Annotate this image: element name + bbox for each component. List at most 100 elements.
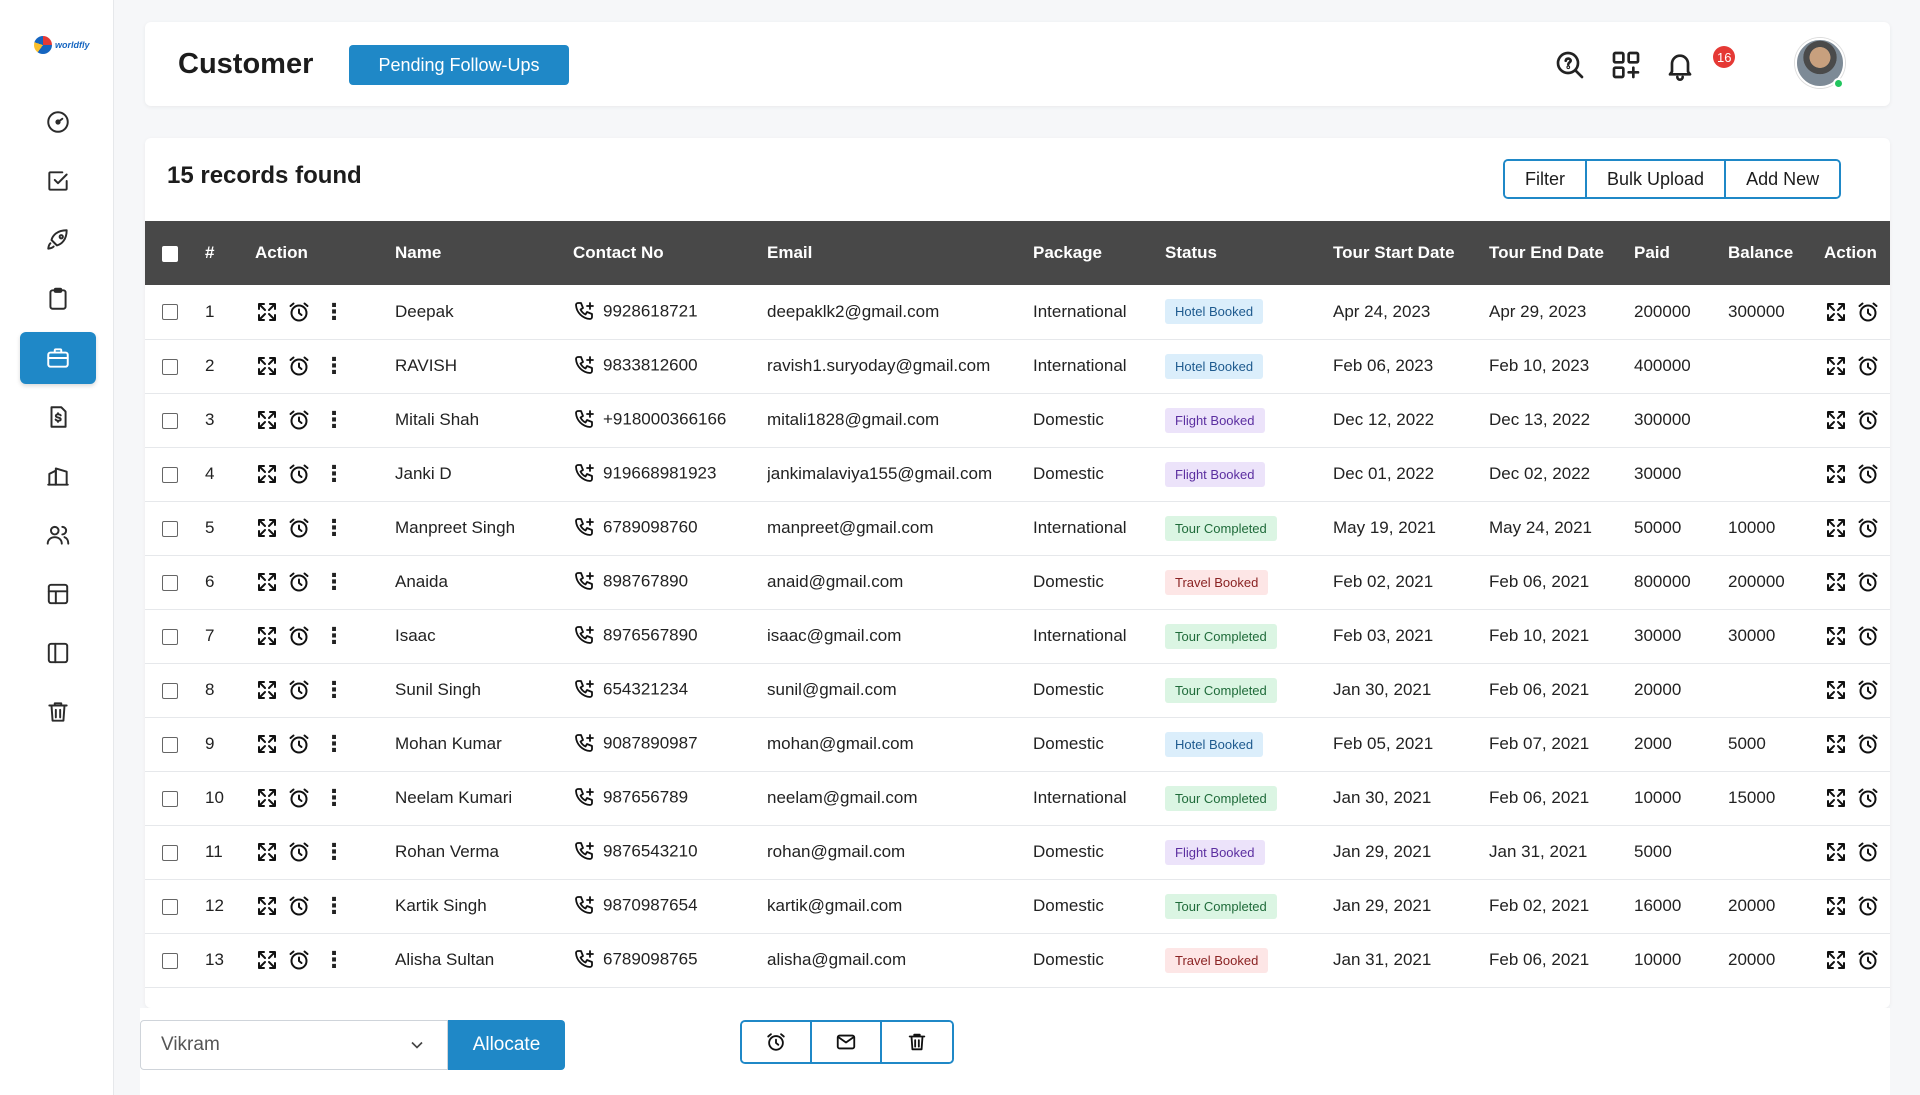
expand-icon[interactable] bbox=[255, 625, 279, 644]
table-row[interactable]: 4 ⋮ Janki D 919668981923 jankimalaviya155@gm… bbox=[145, 447, 1890, 501]
alarm-clock-icon[interactable] bbox=[1856, 517, 1880, 536]
alarm-clock-icon[interactable] bbox=[1856, 301, 1880, 320]
bulk-delete-button[interactable] bbox=[882, 1022, 952, 1062]
expand-icon[interactable] bbox=[1824, 517, 1848, 536]
more-vertical-icon[interactable]: ⋮ bbox=[323, 847, 329, 857]
notifications-button[interactable] bbox=[1663, 48, 1697, 82]
alarm-clock-icon[interactable] bbox=[287, 949, 311, 968]
expand-icon[interactable] bbox=[255, 949, 279, 968]
alarm-clock-icon[interactable] bbox=[287, 841, 311, 860]
table-row[interactable]: 6 ⋮ Anaida 898767890 anaid@gmail.com Domestic… bbox=[145, 555, 1890, 609]
col-tour-end[interactable]: Tour End Date bbox=[1489, 221, 1634, 285]
sidebar-item-clipboard[interactable] bbox=[20, 273, 96, 325]
expand-icon[interactable] bbox=[1824, 463, 1848, 482]
expand-icon[interactable] bbox=[255, 301, 279, 320]
expand-icon[interactable] bbox=[1824, 571, 1848, 590]
customer-name[interactable]: RAVISH bbox=[395, 339, 573, 393]
bulk-email-button[interactable] bbox=[812, 1022, 882, 1062]
expand-icon[interactable] bbox=[255, 517, 279, 536]
add-new-button[interactable]: Add New bbox=[1726, 161, 1839, 197]
sidebar-item-users[interactable] bbox=[20, 509, 96, 561]
table-row[interactable]: 1 ⋮ Deepak 9928618721 deepaklk2@gmail.com Int… bbox=[145, 285, 1890, 339]
allocate-button[interactable]: Allocate bbox=[448, 1020, 565, 1070]
col-email[interactable]: Email bbox=[767, 221, 1033, 285]
more-vertical-icon[interactable]: ⋮ bbox=[323, 793, 329, 803]
expand-icon[interactable] bbox=[255, 679, 279, 698]
sidebar-item-rocket[interactable] bbox=[20, 214, 96, 266]
table-row[interactable]: 10 ⋮ Neelam Kumari 987656789 neelam@gmail.co… bbox=[145, 771, 1890, 825]
col-package[interactable]: Package bbox=[1033, 221, 1165, 285]
alarm-clock-icon[interactable] bbox=[1856, 787, 1880, 806]
table-row[interactable]: 11 ⋮ Rohan Verma 9876543210 rohan@gmail.com D… bbox=[145, 825, 1890, 879]
sidebar-item-panel[interactable] bbox=[20, 627, 96, 679]
row-checkbox[interactable] bbox=[162, 629, 178, 645]
expand-icon[interactable] bbox=[255, 571, 279, 590]
customer-name[interactable]: Sunil Singh bbox=[395, 663, 573, 717]
bulk-reminder-button[interactable] bbox=[742, 1022, 812, 1062]
filter-button[interactable]: Filter bbox=[1505, 161, 1587, 197]
alarm-clock-icon[interactable] bbox=[1856, 355, 1880, 374]
expand-icon[interactable] bbox=[255, 355, 279, 374]
expand-icon[interactable] bbox=[255, 895, 279, 914]
col-status[interactable]: Status bbox=[1165, 221, 1333, 285]
alarm-clock-icon[interactable] bbox=[287, 895, 311, 914]
table-row[interactable]: 2 ⋮ RAVISH 9833812600 ravish1.suryoday@gmail… bbox=[145, 339, 1890, 393]
contact-cell[interactable]: 9087890987 bbox=[573, 717, 767, 771]
row-checkbox[interactable] bbox=[162, 737, 178, 753]
alarm-clock-icon[interactable] bbox=[1856, 949, 1880, 968]
contact-cell[interactable]: 919668981923 bbox=[573, 447, 767, 501]
sidebar-item-customers[interactable] bbox=[20, 332, 96, 384]
row-checkbox[interactable] bbox=[162, 467, 178, 483]
alarm-clock-icon[interactable] bbox=[287, 463, 311, 482]
sidebar-item-invoices[interactable] bbox=[20, 391, 96, 443]
expand-icon[interactable] bbox=[255, 463, 279, 482]
customer-name[interactable]: Anaida bbox=[395, 555, 573, 609]
expand-icon[interactable] bbox=[1824, 301, 1848, 320]
col-balance[interactable]: Balance bbox=[1728, 221, 1824, 285]
col-contact[interactable]: Contact No bbox=[573, 221, 767, 285]
alarm-clock-icon[interactable] bbox=[287, 409, 311, 428]
sidebar-item-trash[interactable] bbox=[20, 686, 96, 738]
alarm-clock-icon[interactable] bbox=[287, 571, 311, 590]
customer-name[interactable]: Deepak bbox=[395, 285, 573, 339]
table-row[interactable]: 3 ⋮ Mitali Shah +918000366166 mitali1828@gma… bbox=[145, 393, 1890, 447]
contact-cell[interactable]: 9833812600 bbox=[573, 339, 767, 393]
customer-name[interactable]: Janki D bbox=[395, 447, 573, 501]
more-vertical-icon[interactable]: ⋮ bbox=[323, 307, 329, 317]
expand-icon[interactable] bbox=[255, 787, 279, 806]
contact-cell[interactable]: 987656789 bbox=[573, 771, 767, 825]
table-row[interactable]: 5 ⋮ Manpreet Singh 6789098760 manpreet@gmail… bbox=[145, 501, 1890, 555]
customer-name[interactable]: Neelam Kumari bbox=[395, 771, 573, 825]
apps-button[interactable] bbox=[1609, 48, 1643, 82]
expand-icon[interactable] bbox=[1824, 787, 1848, 806]
assignee-select[interactable]: Vikram bbox=[140, 1020, 448, 1070]
contact-cell[interactable]: 6789098760 bbox=[573, 501, 767, 555]
contact-cell[interactable]: +918000366166 bbox=[573, 393, 767, 447]
customer-name[interactable]: Manpreet Singh bbox=[395, 501, 573, 555]
customer-name[interactable]: Kartik Singh bbox=[395, 879, 573, 933]
bulk-upload-button[interactable]: Bulk Upload bbox=[1587, 161, 1726, 197]
row-checkbox[interactable] bbox=[162, 359, 178, 375]
row-checkbox[interactable] bbox=[162, 899, 178, 915]
expand-icon[interactable] bbox=[255, 409, 279, 428]
alarm-clock-icon[interactable] bbox=[287, 517, 311, 536]
logo[interactable]: worldfly bbox=[34, 34, 92, 56]
expand-icon[interactable] bbox=[1824, 841, 1848, 860]
contact-cell[interactable]: 9876543210 bbox=[573, 825, 767, 879]
expand-icon[interactable] bbox=[1824, 355, 1848, 374]
more-vertical-icon[interactable]: ⋮ bbox=[323, 685, 329, 695]
sidebar-item-dashboard[interactable] bbox=[20, 96, 96, 148]
table-row[interactable]: 8 ⋮ Sunil Singh 654321234 sunil@gmail.com Dom… bbox=[145, 663, 1890, 717]
more-vertical-icon[interactable]: ⋮ bbox=[323, 955, 329, 965]
col-tour-start[interactable]: Tour Start Date bbox=[1333, 221, 1489, 285]
contact-cell[interactable]: 898767890 bbox=[573, 555, 767, 609]
row-checkbox[interactable] bbox=[162, 521, 178, 537]
expand-icon[interactable] bbox=[255, 733, 279, 752]
row-checkbox[interactable] bbox=[162, 575, 178, 591]
table-row[interactable]: 7 ⋮ Isaac 8976567890 isaac@gmail.com Internat… bbox=[145, 609, 1890, 663]
more-vertical-icon[interactable]: ⋮ bbox=[323, 469, 329, 479]
alarm-clock-icon[interactable] bbox=[287, 355, 311, 374]
pending-follow-ups-button[interactable]: Pending Follow-Ups bbox=[349, 45, 569, 85]
alarm-clock-icon[interactable] bbox=[1856, 841, 1880, 860]
row-checkbox[interactable] bbox=[162, 791, 178, 807]
